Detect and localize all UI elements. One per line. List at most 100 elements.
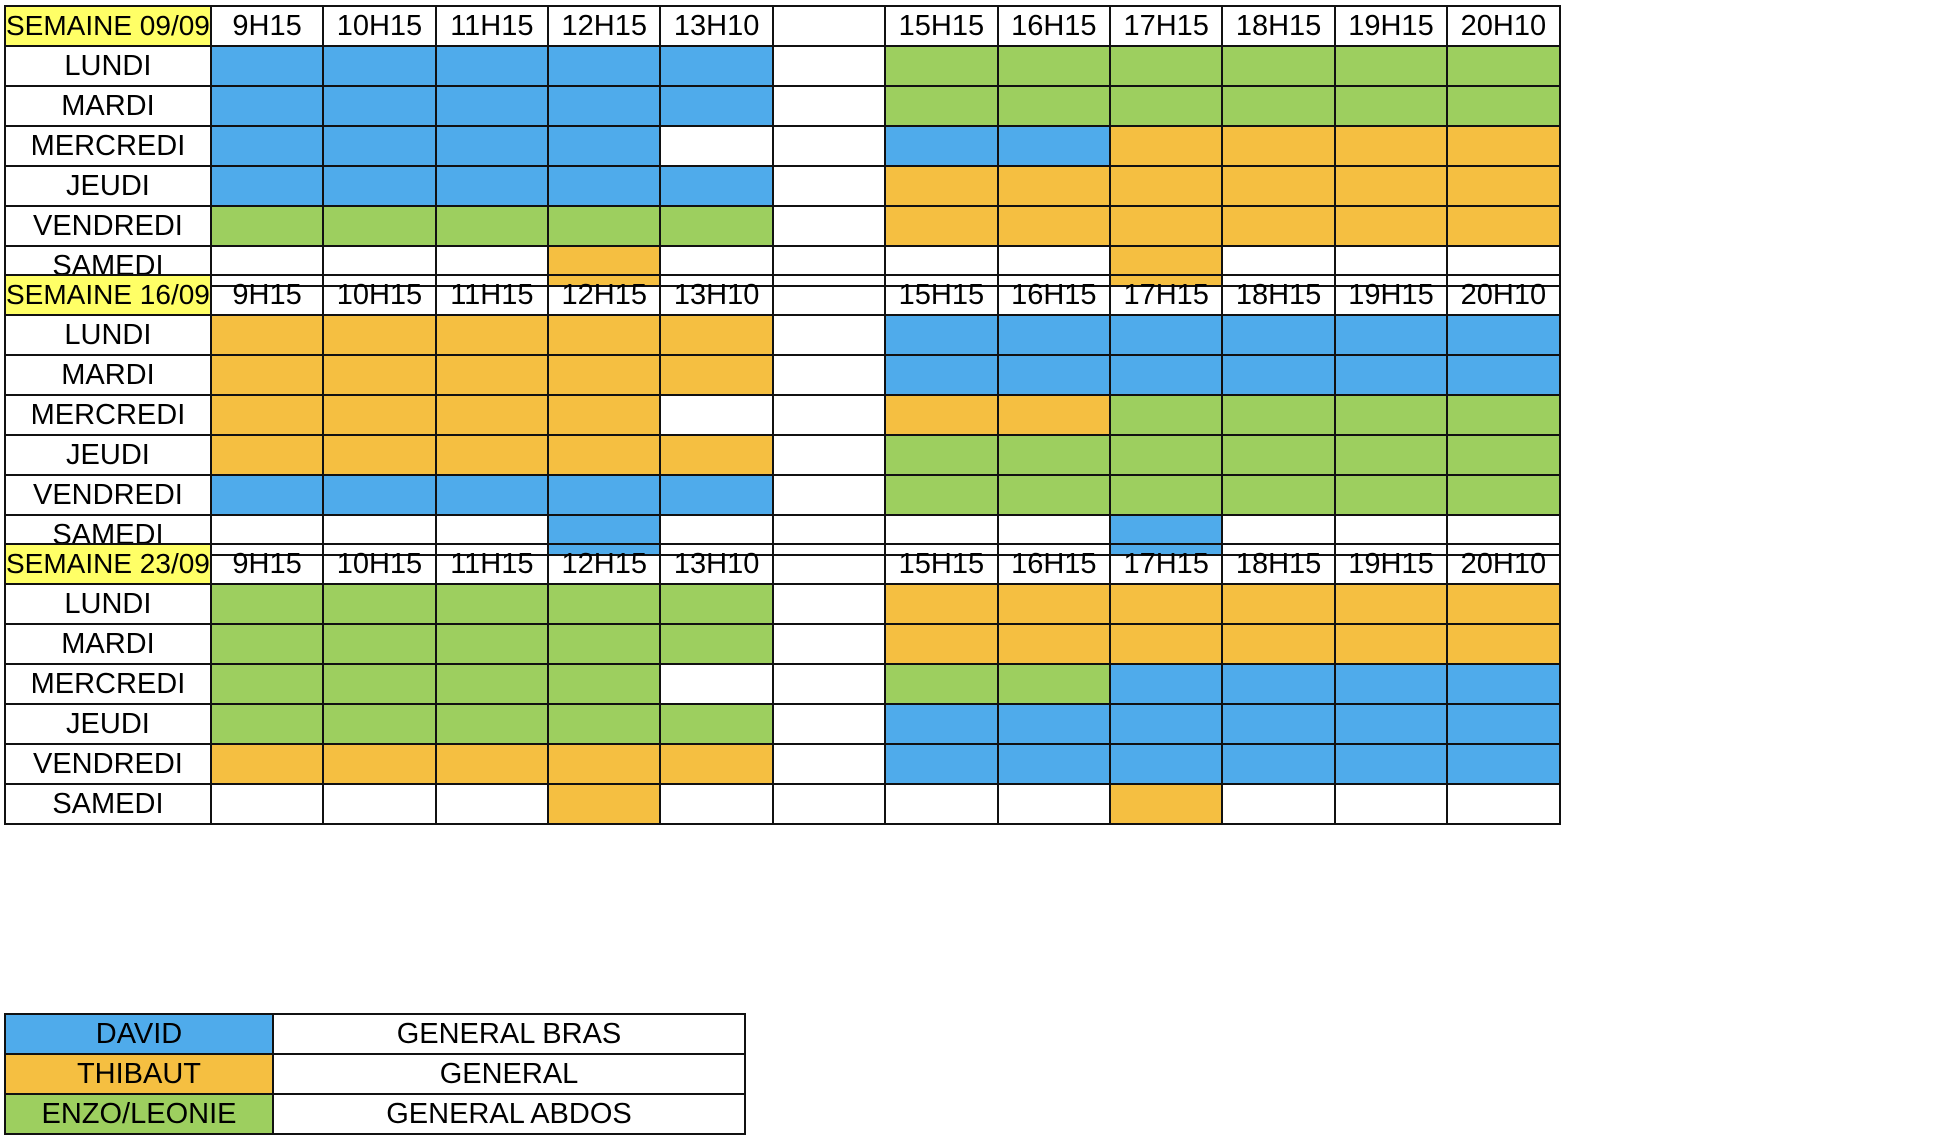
time-slot-header: 11H15	[434, 5, 550, 47]
slot-cell-thibaut	[659, 743, 774, 785]
time-slot-header: 15H15	[884, 274, 999, 316]
slot-cell-thibaut	[1108, 165, 1224, 207]
slot-cell-david	[996, 703, 1112, 745]
day-label: MARDI	[4, 623, 212, 665]
slot-cell-david	[1221, 663, 1336, 705]
slot-cell-david	[884, 703, 999, 745]
slot-cell-enzo-leonie	[209, 623, 325, 665]
slot-cell-david	[1108, 663, 1224, 705]
time-slot-header: 16H15	[996, 543, 1112, 585]
slot-cell-david	[547, 45, 662, 87]
slot-cell-david	[434, 125, 550, 167]
slot-cell-thibaut	[322, 354, 437, 396]
slot-cell-empty	[659, 663, 774, 705]
week-title: SEMAINE 23/09	[4, 543, 212, 585]
day-label: VENDREDI	[4, 205, 212, 247]
slot-cell-enzo-leonie	[209, 663, 325, 705]
slot-cell-thibaut	[322, 743, 437, 785]
slot-cell-david	[209, 165, 325, 207]
slot-cell-thibaut	[996, 583, 1112, 625]
day-label: SAMEDI	[4, 783, 212, 825]
slot-cell-david	[996, 314, 1112, 356]
slot-cell-empty	[771, 434, 887, 476]
time-slot-header: 19H15	[1333, 274, 1449, 316]
time-slot-header: 9H15	[209, 5, 325, 47]
slot-cell-thibaut	[209, 354, 325, 396]
slot-cell-enzo-leonie	[1333, 434, 1449, 476]
slot-cell-david	[1108, 743, 1224, 785]
slot-cell-enzo-leonie	[1446, 45, 1561, 87]
day-row-mercredi: MERCREDI	[4, 394, 1561, 436]
slot-cell-empty	[771, 583, 887, 625]
time-slot-header: 11H15	[434, 543, 550, 585]
slot-cell-david	[659, 165, 774, 207]
time-slot-header: 10H15	[322, 543, 437, 585]
slot-cell-thibaut	[322, 314, 437, 356]
slot-cell-enzo-leonie	[659, 583, 774, 625]
slot-cell-enzo-leonie	[322, 205, 437, 247]
day-row-vendredi: VENDREDI	[4, 474, 1561, 516]
time-slot-header: 11H15	[434, 274, 550, 316]
day-label: VENDREDI	[4, 743, 212, 785]
slot-cell-david	[434, 474, 550, 516]
time-slot-header: 13H10	[659, 5, 774, 47]
slot-cell-empty	[771, 354, 887, 396]
slot-cell-enzo-leonie	[884, 85, 999, 127]
slot-cell-empty	[771, 474, 887, 516]
slot-cell-enzo-leonie	[1446, 85, 1561, 127]
slot-cell-enzo-leonie	[1108, 474, 1224, 516]
schedule-table-week-3: SEMAINE 23/09 9H15 10H15 11H15 12H15 13H10 15H…	[4, 543, 1561, 825]
slot-cell-enzo-leonie	[1446, 394, 1561, 436]
slot-cell-enzo-leonie	[209, 703, 325, 745]
day-label: JEUDI	[4, 703, 212, 745]
day-label: MERCREDI	[4, 125, 212, 167]
time-slot-header: 15H15	[884, 5, 999, 47]
slot-cell-thibaut	[434, 314, 550, 356]
slot-cell-thibaut	[659, 434, 774, 476]
header-row: SEMAINE 16/09 9H15 10H15 11H15 12H15 13H10 15H…	[4, 274, 1561, 316]
day-row-vendredi: VENDREDI	[4, 743, 1561, 785]
slot-cell-enzo-leonie	[434, 663, 550, 705]
slot-cell-enzo-leonie	[547, 663, 662, 705]
slot-cell-enzo-leonie	[1333, 45, 1449, 87]
day-row-lundi: LUNDI	[4, 314, 1561, 356]
slot-cell-enzo-leonie	[1446, 474, 1561, 516]
slot-cell-enzo-leonie	[1221, 474, 1336, 516]
slot-cell-enzo-leonie	[322, 663, 437, 705]
slot-cell-enzo-leonie	[1333, 394, 1449, 436]
slot-cell-thibaut	[884, 623, 999, 665]
time-slot-header-blank	[771, 5, 887, 47]
legend-person: ENZO/LEONIE	[4, 1093, 274, 1135]
day-row-vendredi: VENDREDI	[4, 205, 1561, 247]
slot-cell-thibaut	[1446, 583, 1561, 625]
slot-cell-thibaut	[434, 354, 550, 396]
slot-cell-empty	[434, 783, 550, 825]
slot-cell-empty	[771, 703, 887, 745]
slot-cell-thibaut	[1333, 125, 1449, 167]
slot-cell-empty	[771, 743, 887, 785]
slot-cell-thibaut	[434, 394, 550, 436]
slot-cell-david	[322, 85, 437, 127]
slot-cell-thibaut	[547, 743, 662, 785]
slot-cell-enzo-leonie	[659, 623, 774, 665]
slot-cell-david	[322, 45, 437, 87]
slot-cell-empty	[996, 783, 1112, 825]
slot-cell-thibaut	[1221, 583, 1336, 625]
slot-cell-enzo-leonie	[547, 205, 662, 247]
slot-cell-thibaut	[322, 434, 437, 476]
legend-row-thibaut: THIBAUT GENERAL	[4, 1053, 746, 1095]
slot-cell-thibaut	[547, 434, 662, 476]
time-slot-header: 18H15	[1221, 274, 1336, 316]
day-label: LUNDI	[4, 583, 212, 625]
slot-cell-enzo-leonie	[434, 623, 550, 665]
time-slot-header: 12H15	[547, 5, 662, 47]
day-label: JEUDI	[4, 434, 212, 476]
slot-cell-david	[1333, 314, 1449, 356]
slot-cell-david	[1108, 703, 1224, 745]
time-slot-header: 17H15	[1108, 5, 1224, 47]
slot-cell-empty	[771, 394, 887, 436]
legend-person: DAVID	[4, 1013, 274, 1055]
slot-cell-empty	[1221, 783, 1336, 825]
slot-cell-david	[884, 314, 999, 356]
slot-cell-thibaut	[547, 783, 662, 825]
